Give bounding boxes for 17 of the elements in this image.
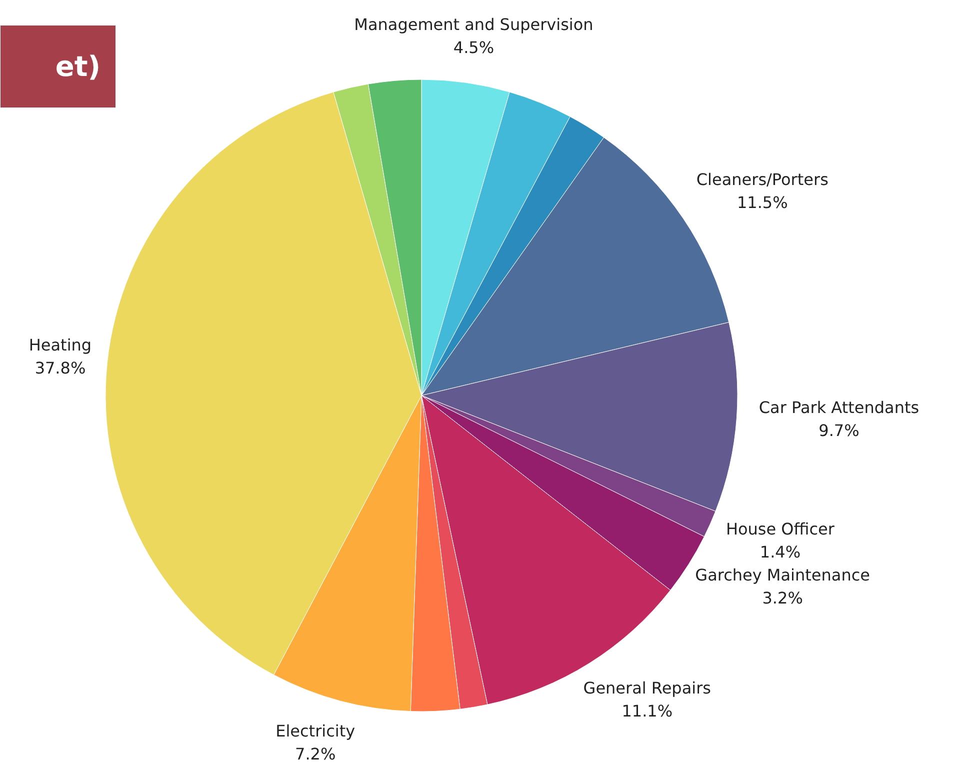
slice-label: Electricity [276, 721, 356, 740]
data-label: 11.5% [736, 193, 788, 212]
data-label: 37.8% [34, 358, 86, 378]
data-label: 7.2% [295, 744, 336, 764]
slice-label: Heating [28, 336, 92, 355]
slice-label: Car Park Attendants [758, 398, 920, 417]
slice-label: Cleaners/Porters [696, 170, 828, 190]
data-label: 1.4% [760, 542, 801, 562]
slice-label: Management and Supervision [354, 15, 594, 34]
data-label: 4.5% [453, 38, 494, 58]
slice-label: House Officer [726, 519, 835, 538]
data-label: 11.1% [622, 702, 673, 721]
text: et) [55, 50, 100, 83]
slice-label: General Repairs [583, 678, 711, 698]
slice-label: Garchey Maintenance [695, 565, 870, 584]
data-label: 9.7% [818, 420, 860, 440]
data-label: 3.2% [762, 588, 803, 608]
